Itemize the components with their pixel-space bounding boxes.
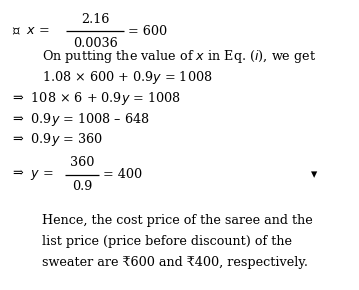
Text: 1.08 × 600 + 0.9$y$ = 1008: 1.08 × 600 + 0.9$y$ = 1008 — [42, 69, 212, 86]
Text: ∴  $x$ =: ∴ $x$ = — [13, 25, 50, 38]
Text: = 400: = 400 — [103, 168, 142, 181]
Text: Hence, the cost price of the saree and the: Hence, the cost price of the saree and t… — [42, 214, 312, 227]
Text: 0.9: 0.9 — [72, 180, 92, 193]
Text: ▾: ▾ — [311, 168, 317, 181]
Text: ⇒  108 × 6 + 0.9$y$ = 1008: ⇒ 108 × 6 + 0.9$y$ = 1008 — [13, 90, 182, 107]
Text: sweater are ₹600 and ₹400, respectively.: sweater are ₹600 and ₹400, respectively. — [42, 256, 308, 269]
Text: 2.16: 2.16 — [81, 13, 109, 26]
Text: list price (price before discount) of the: list price (price before discount) of th… — [42, 235, 292, 248]
Text: 360: 360 — [70, 156, 94, 169]
Text: = 600: = 600 — [127, 25, 167, 38]
Text: ⇒  0.9$y$ = 1008 – 648: ⇒ 0.9$y$ = 1008 – 648 — [13, 110, 150, 128]
Text: On putting the value of $x$ in Eq. ($i$), we get: On putting the value of $x$ in Eq. ($i$)… — [42, 48, 316, 65]
Text: ⇒  0.9$y$ = 360: ⇒ 0.9$y$ = 360 — [13, 131, 103, 148]
Text: 0.0036: 0.0036 — [73, 37, 117, 50]
Text: ⇒  $y$ =: ⇒ $y$ = — [13, 167, 54, 182]
